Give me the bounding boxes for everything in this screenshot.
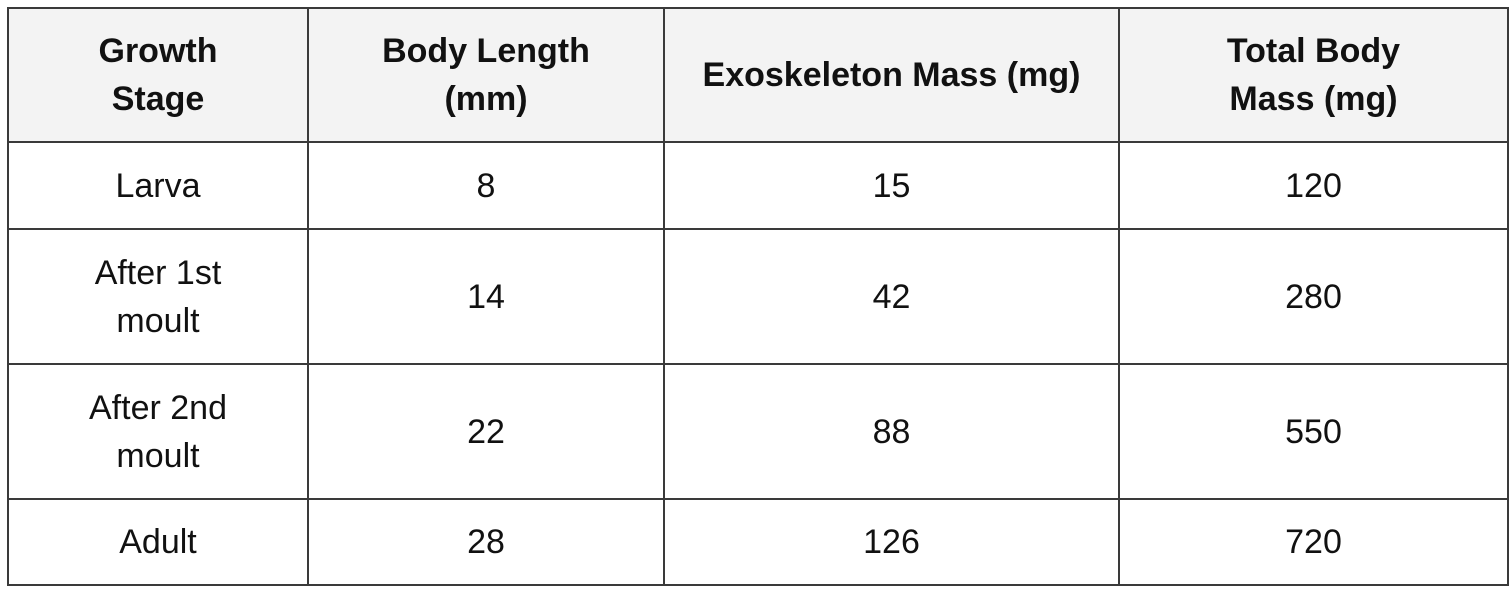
cell-text: 88 — [872, 412, 911, 451]
table-row: Larva 8 15 120 — [7, 141, 1509, 230]
cell-text: After 2nd moult — [89, 388, 227, 475]
table-cell: 8 — [307, 141, 665, 230]
header-row: Growth Stage Body Length (mm) Exoskeleton … — [7, 7, 1509, 143]
table-cell: 22 — [307, 363, 665, 500]
cell-text: 126 — [863, 523, 920, 561]
header-cell: Exoskeleton Mass (mg) — [663, 7, 1120, 143]
cell-text: 8 — [476, 166, 496, 205]
table-cell: 42 — [663, 228, 1120, 365]
table-cell: 120 — [1118, 141, 1509, 230]
cell-text: 14 — [467, 277, 505, 316]
table-cell: Adult — [7, 498, 309, 586]
header-text: Growth Stage — [98, 32, 218, 118]
cell-text: 280 — [1285, 277, 1342, 316]
table-cell: 550 — [1118, 363, 1509, 500]
table-cell: After 2nd moult — [7, 363, 309, 500]
cell-text: Adult — [119, 523, 197, 561]
cell-text: Larva — [115, 166, 201, 205]
table-cell: 88 — [663, 363, 1120, 500]
table-cell: 15 — [663, 141, 1120, 230]
header-text: Body Length (mm) — [382, 32, 590, 118]
cell-text: 28 — [467, 523, 505, 561]
cell-text: 42 — [872, 277, 911, 316]
header-text: Exoskeleton Mass (mg) — [702, 56, 1081, 94]
table-cell: 720 — [1118, 498, 1509, 586]
cell-text: 550 — [1285, 412, 1342, 451]
table-container: Growth Stage Body Length (mm) Exoskeleton … — [7, 7, 1509, 586]
table-cell: 126 — [663, 498, 1120, 586]
table-row: Adult 28 126 720 — [7, 498, 1509, 586]
header-cell: Body Length (mm) — [307, 7, 665, 143]
table-cell: Larva — [7, 141, 309, 230]
header-text: Total Body Mass (mg) — [1226, 32, 1401, 118]
table-row: After 2nd moult 22 88 550 — [7, 363, 1509, 500]
table-body: Larva 8 15 120 After 1st moult 14 42 280 After 2… — [7, 141, 1509, 586]
data-table: Growth Stage Body Length (mm) Exoskeleton … — [7, 7, 1509, 586]
cell-text: After 1st moult — [94, 253, 222, 340]
cell-text: 720 — [1285, 523, 1342, 561]
table-cell: 14 — [307, 228, 665, 365]
header-cell: Total Body Mass (mg) — [1118, 7, 1509, 143]
table-cell: 28 — [307, 498, 665, 586]
header-cell: Growth Stage — [7, 7, 309, 143]
table-row: After 1st moult 14 42 280 — [7, 228, 1509, 365]
table-cell: 280 — [1118, 228, 1509, 365]
cell-text: 22 — [467, 412, 505, 451]
cell-text: 120 — [1285, 166, 1342, 205]
table-cell: After 1st moult — [7, 228, 309, 365]
cell-text: 15 — [872, 166, 911, 205]
